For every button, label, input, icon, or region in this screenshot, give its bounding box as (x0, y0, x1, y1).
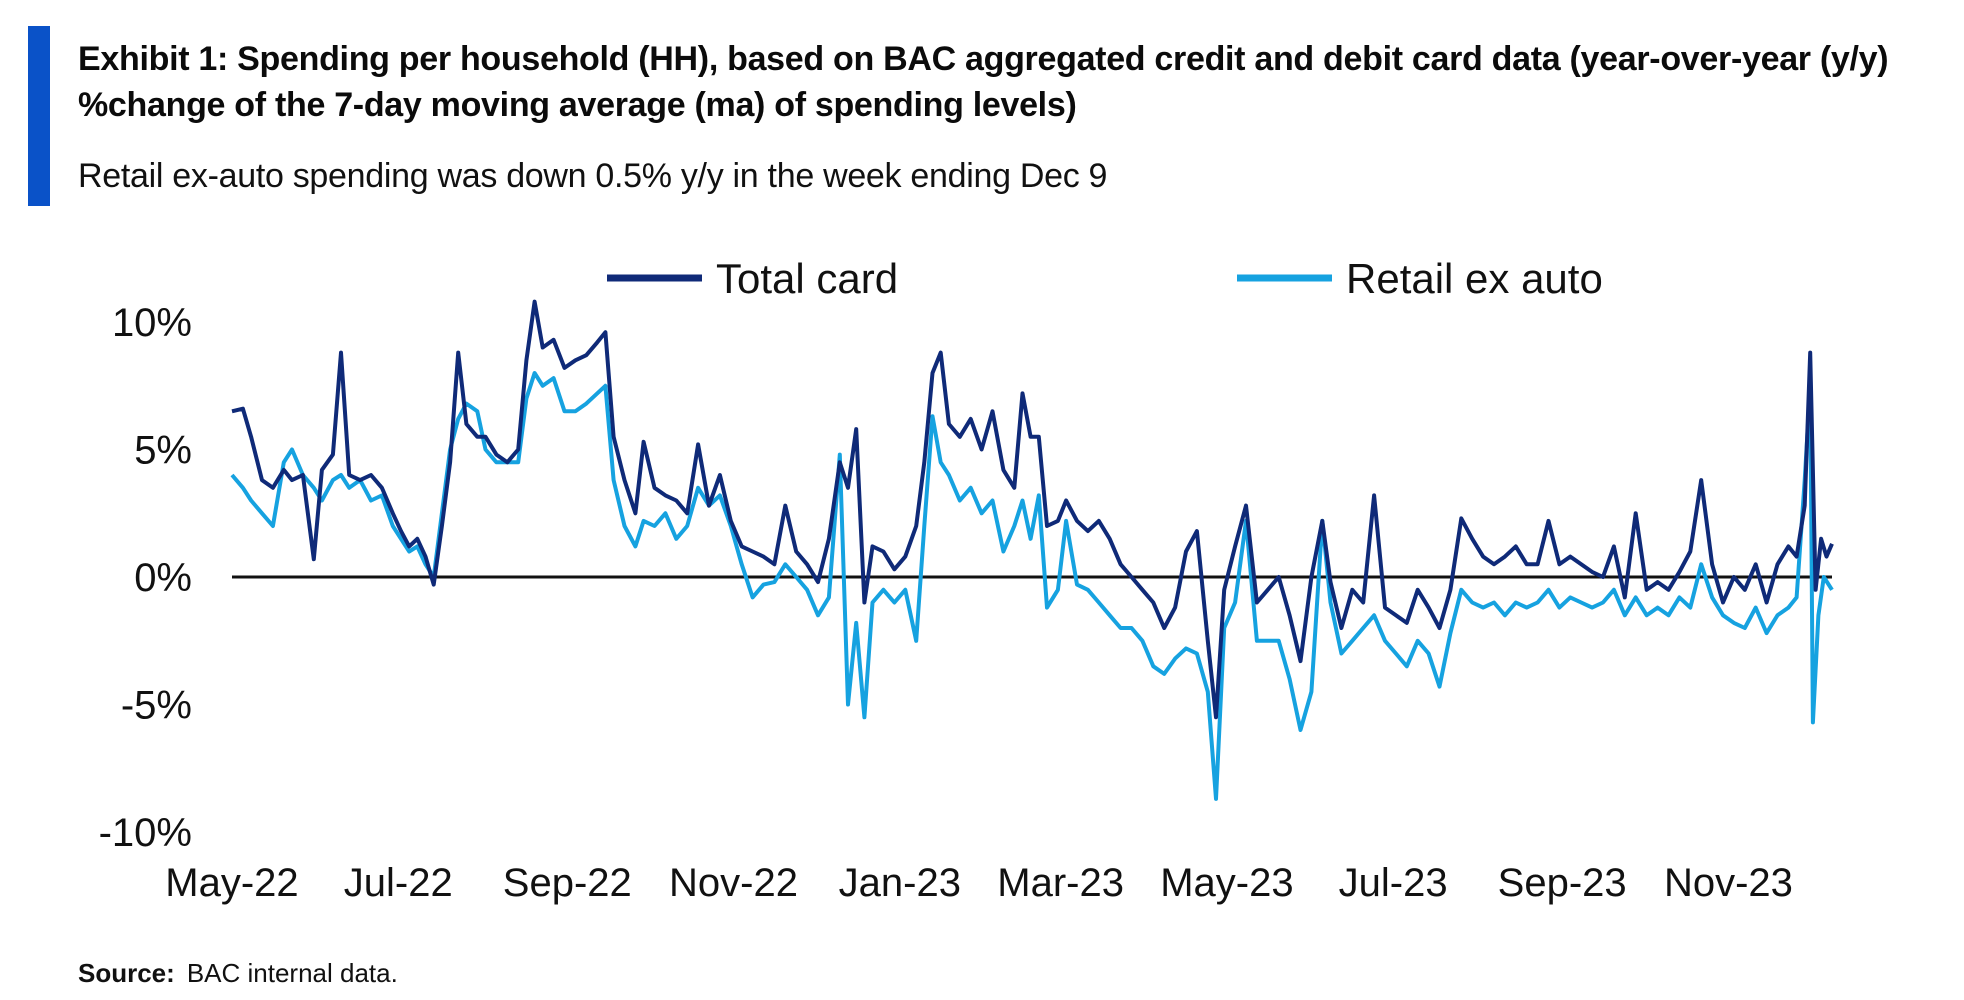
legend-label-retail-ex-auto: Retail ex auto (1346, 255, 1603, 302)
x-tick-label: May-22 (165, 861, 298, 905)
chart-title: Exhibit 1: Spending per household (HH), … (78, 40, 1889, 124)
x-tick-label: Jan-23 (839, 861, 961, 905)
x-tick-label: Jul-22 (344, 861, 453, 905)
x-tick-label: Jul-23 (1339, 861, 1448, 905)
source-text: BAC internal data. (186, 958, 398, 988)
x-axis: May-22 Jul-22 Sep-22 Nov-22 Jan-23 Mar-23 May-… (165, 861, 1793, 905)
legend-label-total-card: Total card (716, 255, 898, 302)
series-line-total-card (231, 299, 1834, 720)
y-tick-label: -10% (99, 811, 192, 855)
series-line-retail-ex-auto (230, 371, 1834, 801)
line-chart: Total card Retail ex auto 10% 5% 0% -5% -10%… (99, 255, 1834, 905)
x-tick-label: Nov-23 (1664, 861, 1793, 905)
x-tick-label: Sep-22 (503, 861, 632, 905)
source-note: Source: BAC internal data. (78, 958, 398, 989)
y-tick-label: 10% (112, 301, 192, 345)
y-axis: 10% 5% 0% -5% -10% (99, 301, 192, 855)
x-tick-label: Nov-22 (669, 861, 798, 905)
y-tick-label: 5% (134, 429, 192, 473)
source-label: Source: (78, 958, 175, 988)
x-tick-label: May-23 (1160, 861, 1293, 905)
chart-subtitle: Retail ex-auto spending was down 0.5% y/… (78, 157, 1108, 195)
y-tick-label: 0% (134, 556, 192, 600)
x-tick-label: Mar-23 (997, 861, 1124, 905)
y-tick-label: -5% (121, 684, 192, 728)
accent-bar (28, 26, 50, 206)
x-tick-label: Sep-23 (1498, 861, 1627, 905)
legend: Total card Retail ex auto (607, 255, 1603, 302)
